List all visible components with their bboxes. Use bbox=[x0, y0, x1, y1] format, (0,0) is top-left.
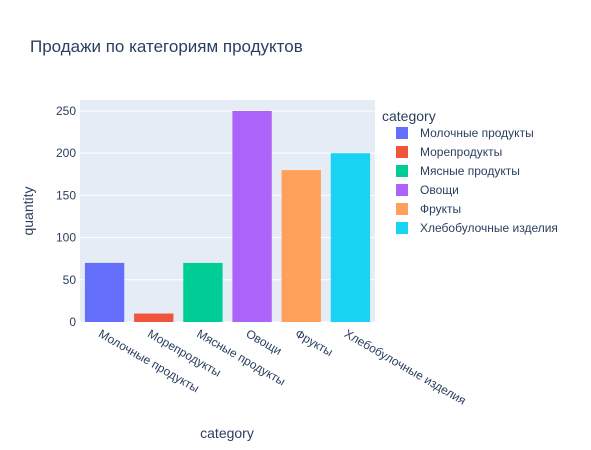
legend-label: Фрукты bbox=[420, 202, 461, 216]
x-tick-label: Фрукты bbox=[293, 326, 336, 359]
bar bbox=[281, 170, 321, 322]
legend-swatch bbox=[396, 165, 408, 177]
legend-label: Хлебобулочные изделия bbox=[420, 221, 558, 235]
chart-title: Продажи по категориям продуктов bbox=[30, 37, 303, 56]
y-tick-label: 250 bbox=[56, 104, 76, 118]
bar bbox=[84, 262, 125, 322]
x-axis-title: category bbox=[200, 425, 254, 441]
x-tick-label: Хлебобулочные изделия bbox=[342, 326, 468, 407]
legend-swatch bbox=[396, 146, 408, 158]
legend-swatch bbox=[396, 203, 408, 215]
legend-swatch bbox=[396, 127, 408, 139]
y-axis-ticks: 0 50 100 150 200 250 bbox=[56, 104, 76, 329]
y-tick-label: 50 bbox=[63, 273, 77, 287]
grid-lines bbox=[80, 110, 375, 323]
legend-label: Молочные продукты bbox=[420, 126, 534, 140]
legend-swatch bbox=[396, 222, 408, 234]
y-axis-title: quantity bbox=[20, 186, 36, 235]
legend-label: Мясные продукты bbox=[420, 164, 520, 178]
legend-title: category bbox=[382, 108, 436, 124]
legend-label: Морепродукты bbox=[420, 145, 502, 159]
bar bbox=[232, 110, 272, 322]
bar bbox=[330, 153, 371, 322]
y-tick-label: 100 bbox=[56, 231, 76, 245]
plot-background bbox=[80, 100, 375, 322]
legend-swatch bbox=[396, 184, 408, 196]
x-tick-label: Мясные продукты bbox=[194, 326, 287, 388]
legend-items: Молочные продукты Морепродукты Мясные прод… bbox=[396, 126, 558, 235]
bar bbox=[183, 262, 223, 322]
bar bbox=[134, 313, 174, 322]
legend-label: Овощи bbox=[420, 183, 459, 197]
legend: category Молочные продукты Морепродукты Мя… bbox=[382, 108, 558, 235]
y-tick-label: 200 bbox=[56, 146, 76, 160]
y-tick-label: 0 bbox=[69, 315, 76, 329]
bars bbox=[84, 110, 371, 322]
y-tick-label: 150 bbox=[56, 188, 76, 202]
